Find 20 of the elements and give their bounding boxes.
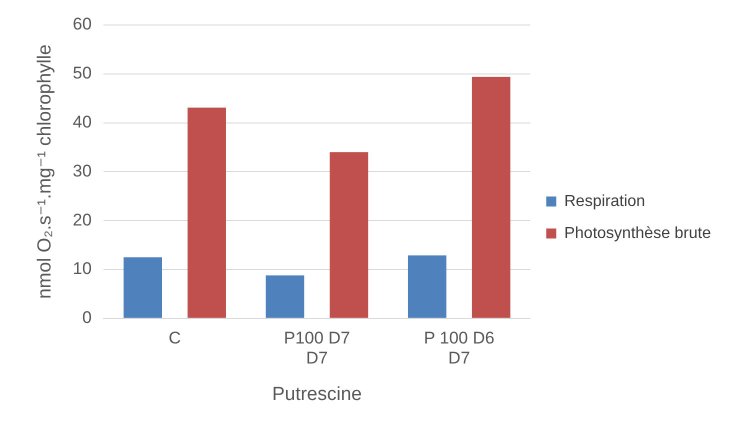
y-tick-label: 20 bbox=[72, 210, 92, 230]
x-tick-label: P100 D7 D7 bbox=[284, 328, 350, 368]
x-tick-label: P 100 D6 D7 bbox=[424, 328, 494, 368]
y-tick-label: 10 bbox=[72, 259, 92, 278]
bar bbox=[188, 108, 226, 318]
legend-label: Respiration bbox=[564, 192, 646, 210]
y-axis-title: nmol O₂.s⁻¹.mg⁻¹ chlorophylle bbox=[34, 44, 56, 299]
bar bbox=[330, 152, 368, 318]
y-tick-label: 30 bbox=[72, 161, 92, 180]
x-tick-label: C bbox=[168, 328, 181, 348]
y-tick-label: 60 bbox=[72, 14, 92, 34]
legend-label: Photosynthèse brute bbox=[564, 224, 712, 242]
bar bbox=[408, 255, 446, 318]
bar bbox=[124, 257, 162, 318]
y-tick-label: 0 bbox=[82, 308, 92, 328]
bar bbox=[266, 275, 304, 318]
y-tick-label: 40 bbox=[72, 112, 92, 132]
bar bbox=[472, 76, 510, 318]
y-tick-label: 50 bbox=[72, 64, 92, 83]
x-axis-title: Putrescine bbox=[272, 384, 362, 405]
